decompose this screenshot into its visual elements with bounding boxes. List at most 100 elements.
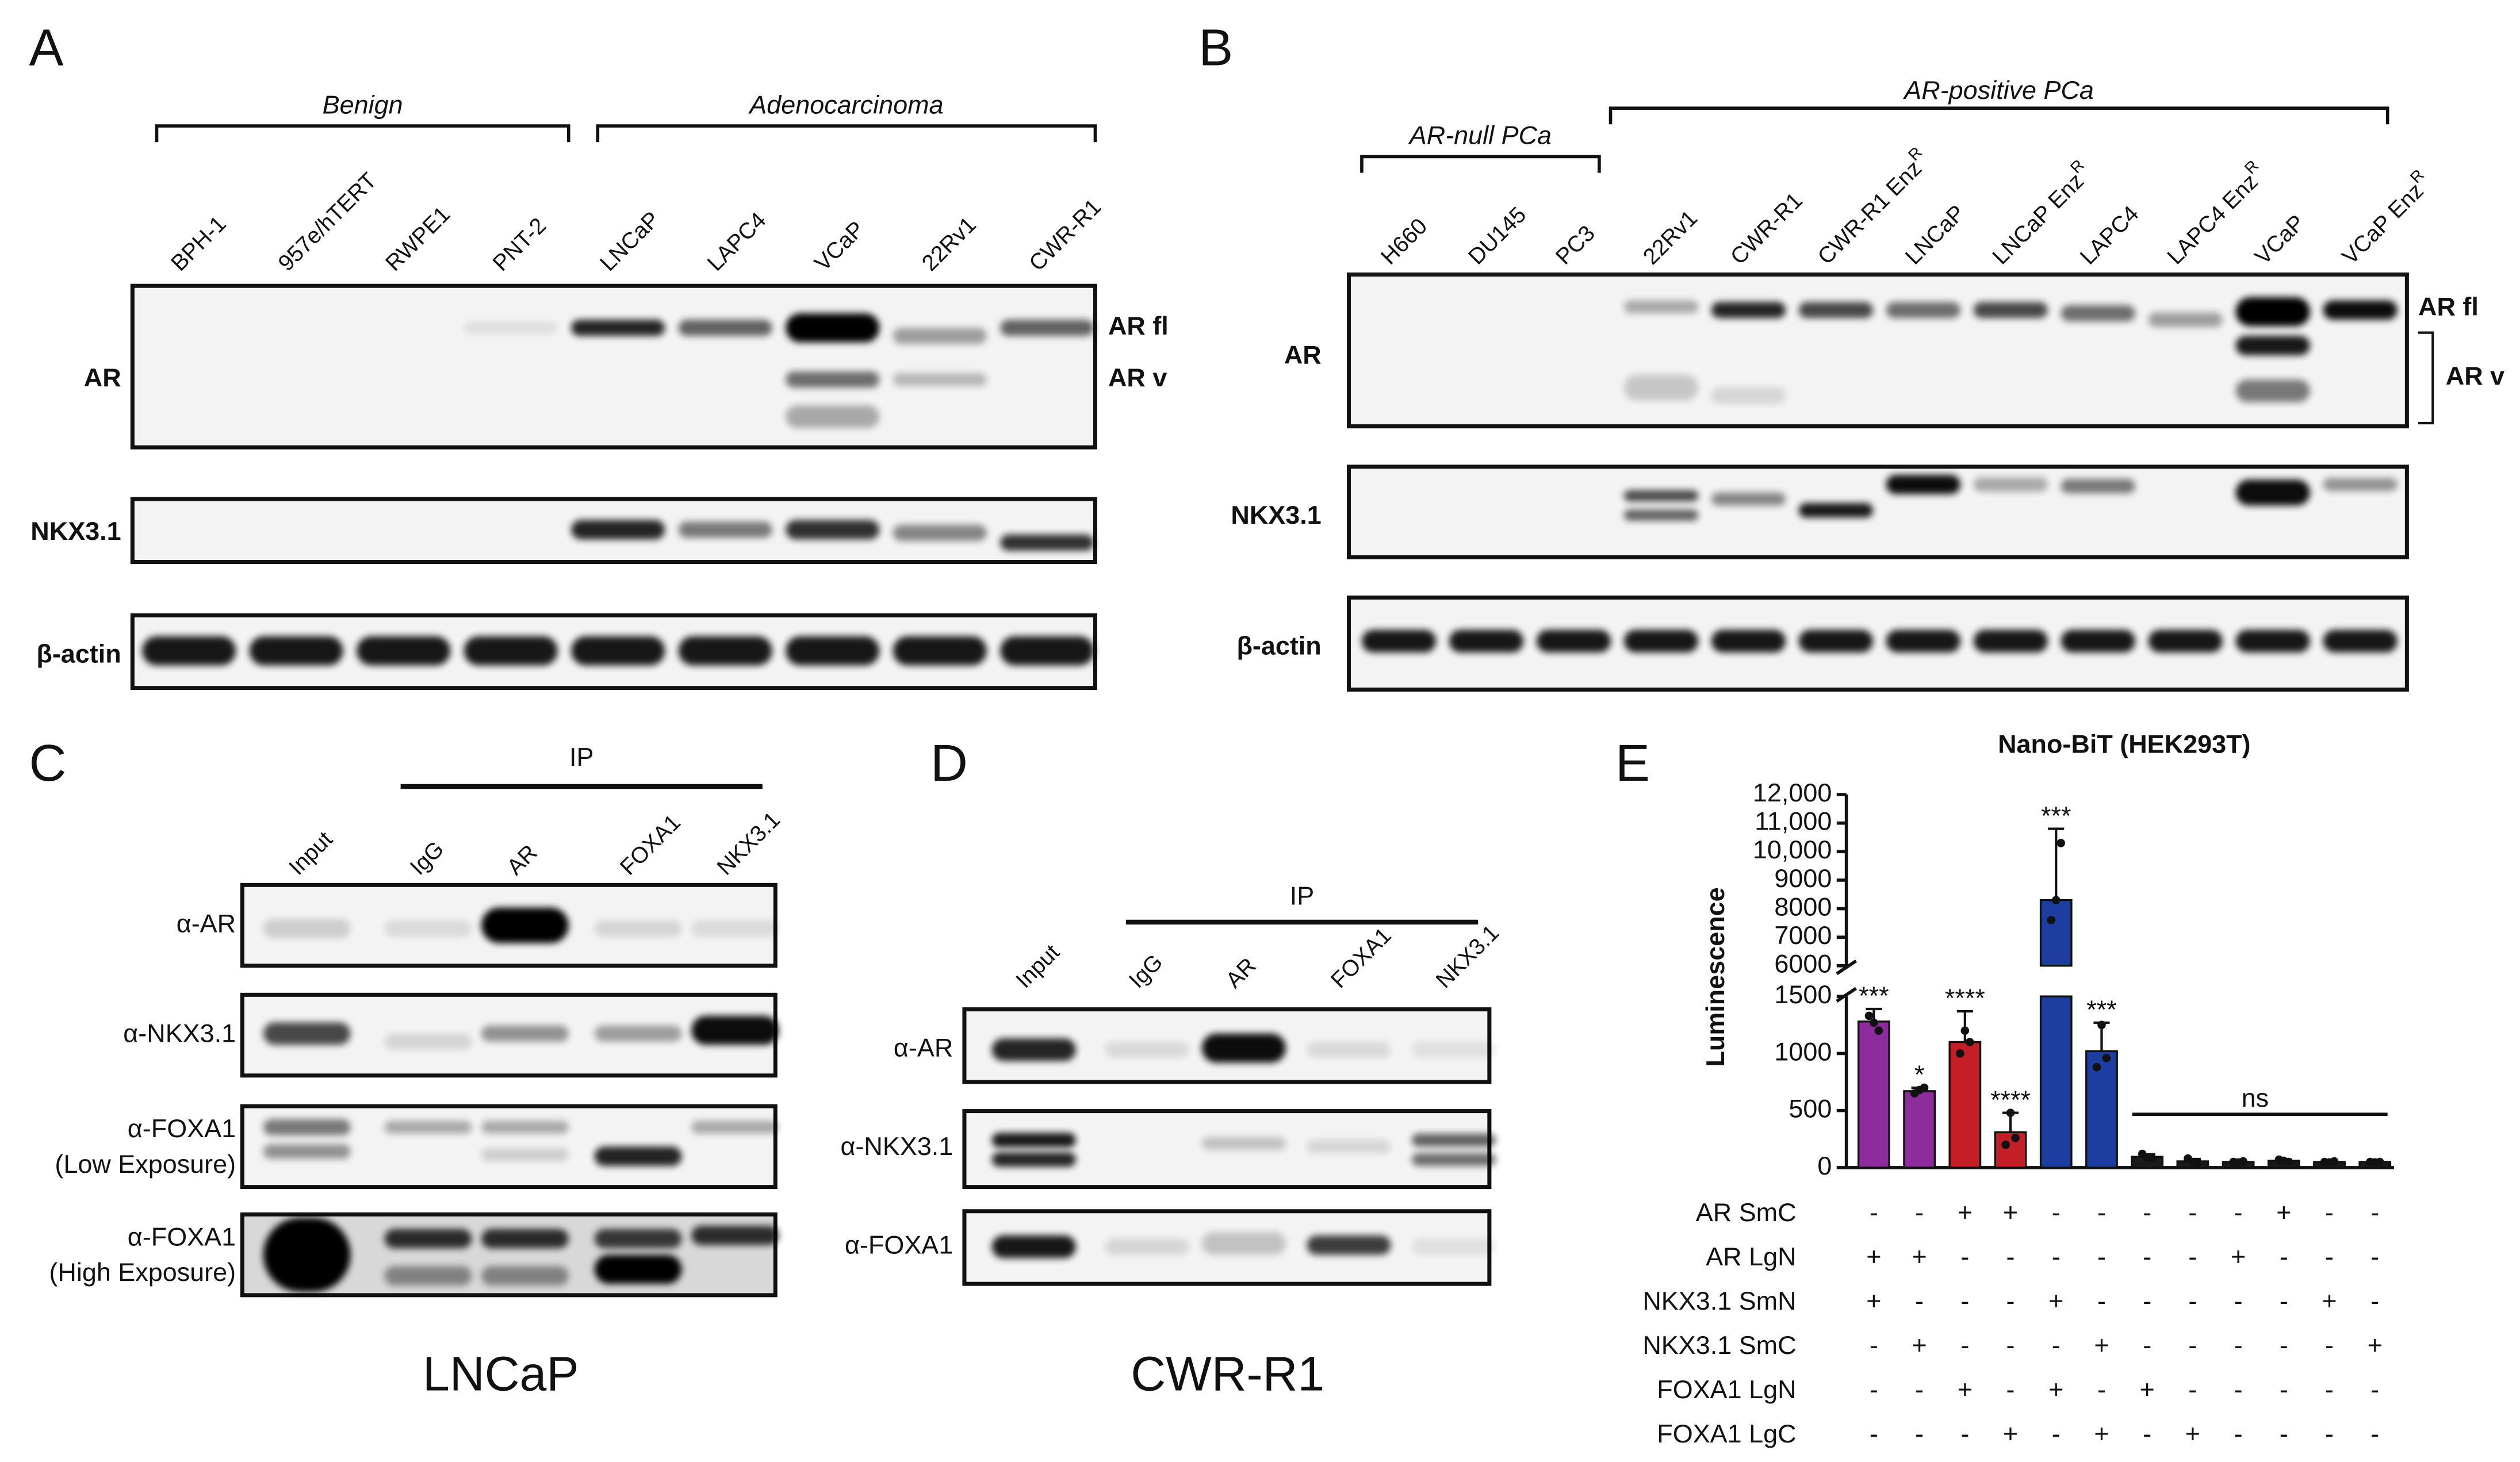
band <box>1201 1137 1286 1150</box>
band <box>893 328 987 344</box>
row-label: AR <box>84 363 121 392</box>
band <box>1412 1153 1496 1166</box>
condition-mark: - <box>2280 1375 2288 1404</box>
band <box>1973 630 2048 653</box>
group-label: Benign <box>323 90 403 119</box>
y-tick-label: 1500 <box>1774 980 1832 1009</box>
band <box>2148 312 2223 327</box>
condition-mark: + <box>2048 1375 2063 1404</box>
condition-label: AR SmC <box>1696 1198 1797 1227</box>
band <box>594 920 682 937</box>
band <box>481 1025 569 1042</box>
band <box>691 1226 779 1245</box>
condition-mark: - <box>1960 1419 1969 1448</box>
band <box>2061 305 2135 321</box>
blot <box>130 283 1097 450</box>
significance-label: *** <box>2041 801 2071 830</box>
condition-mark: - <box>2052 1198 2061 1227</box>
row-label: β-actin <box>1236 631 1321 660</box>
band <box>384 920 472 937</box>
band <box>1361 630 1437 653</box>
band <box>1711 630 1786 653</box>
band <box>1307 1140 1391 1153</box>
ns-label: ns <box>2242 1083 2269 1112</box>
condition-mark: - <box>2143 1242 2151 1271</box>
y-tick-label: 6000 <box>1774 949 1832 978</box>
band <box>594 1229 682 1249</box>
band <box>893 373 987 386</box>
condition-mark: + <box>1866 1286 1881 1315</box>
band <box>786 371 880 388</box>
band <box>991 1152 1076 1167</box>
band <box>1105 1041 1189 1058</box>
data-point <box>1864 1011 1874 1020</box>
band-label: AR v <box>1108 363 1167 392</box>
band <box>263 919 351 939</box>
row-label: β-actin <box>36 639 121 668</box>
band <box>786 313 880 343</box>
band <box>786 520 880 540</box>
data-point <box>2284 1157 2293 1166</box>
band <box>594 1025 682 1042</box>
band <box>1449 630 1524 653</box>
band <box>786 405 880 428</box>
condition-mark: - <box>2234 1330 2243 1360</box>
condition-mark: + <box>2003 1419 2018 1448</box>
condition-label: FOXA1 LgN <box>1657 1375 1796 1404</box>
condition-mark: + <box>2003 1198 2018 1227</box>
band <box>594 1146 682 1166</box>
group-bracket <box>1608 106 2389 125</box>
row-label: (High Exposure) <box>49 1257 236 1287</box>
condition-mark: - <box>1960 1286 1969 1315</box>
condition-mark: + <box>2185 1419 2200 1448</box>
condition-mark: + <box>2048 1286 2063 1315</box>
bar <box>1858 1020 1890 1169</box>
bar <box>2039 899 2073 967</box>
band <box>893 636 987 666</box>
data-point <box>2147 1154 2157 1163</box>
data-point <box>1965 1038 1974 1046</box>
condition-mark: - <box>1960 1242 1969 1271</box>
blot <box>1346 595 2409 692</box>
condition-mark: - <box>2052 1330 2061 1360</box>
data-point <box>2051 896 2061 904</box>
row-label: α-AR <box>177 908 236 938</box>
condition-mark: - <box>2280 1242 2288 1271</box>
condition-mark: - <box>2097 1242 2106 1271</box>
data-point <box>2011 1134 2020 1142</box>
band <box>1307 1041 1391 1058</box>
panel-letter: E <box>1615 735 1650 792</box>
band <box>991 1133 1076 1148</box>
band <box>1307 1235 1391 1255</box>
condition-mark: - <box>1870 1419 1878 1448</box>
condition-mark: - <box>1915 1419 1924 1448</box>
condition-mark: - <box>2097 1198 2106 1227</box>
data-point <box>2239 1157 2247 1166</box>
condition-mark: + <box>2231 1242 2246 1271</box>
condition-mark: + <box>1912 1242 1927 1271</box>
bar <box>1994 1131 2027 1169</box>
cell-line: CWR-R1 <box>1131 1346 1324 1400</box>
cell-line: LNCaP <box>423 1346 579 1400</box>
ip-label: IP <box>1290 881 1314 911</box>
band <box>1412 1041 1496 1058</box>
band <box>1623 490 1699 502</box>
condition-mark: + <box>2094 1330 2109 1360</box>
significance-label: **** <box>1990 1085 2031 1114</box>
condition-mark: - <box>2325 1375 2334 1404</box>
row-label: NKX3.1 <box>30 516 121 546</box>
band <box>2235 630 2310 653</box>
y-tick-label: 9000 <box>1774 864 1832 893</box>
condition-mark: - <box>2234 1419 2243 1448</box>
row-label: α-FOXA1 <box>845 1230 953 1259</box>
bar <box>1903 1090 1936 1169</box>
condition-mark: - <box>2280 1419 2288 1448</box>
data-point <box>1956 1049 1964 1058</box>
band <box>691 920 779 937</box>
condition-mark: - <box>2370 1198 2379 1227</box>
group-label: AR-positive PCa <box>1902 75 2094 105</box>
band <box>481 1229 569 1249</box>
data-point <box>1874 1026 1883 1035</box>
row-label: α-AR <box>894 1033 953 1062</box>
row-label: α-NKX3.1 <box>840 1131 953 1161</box>
